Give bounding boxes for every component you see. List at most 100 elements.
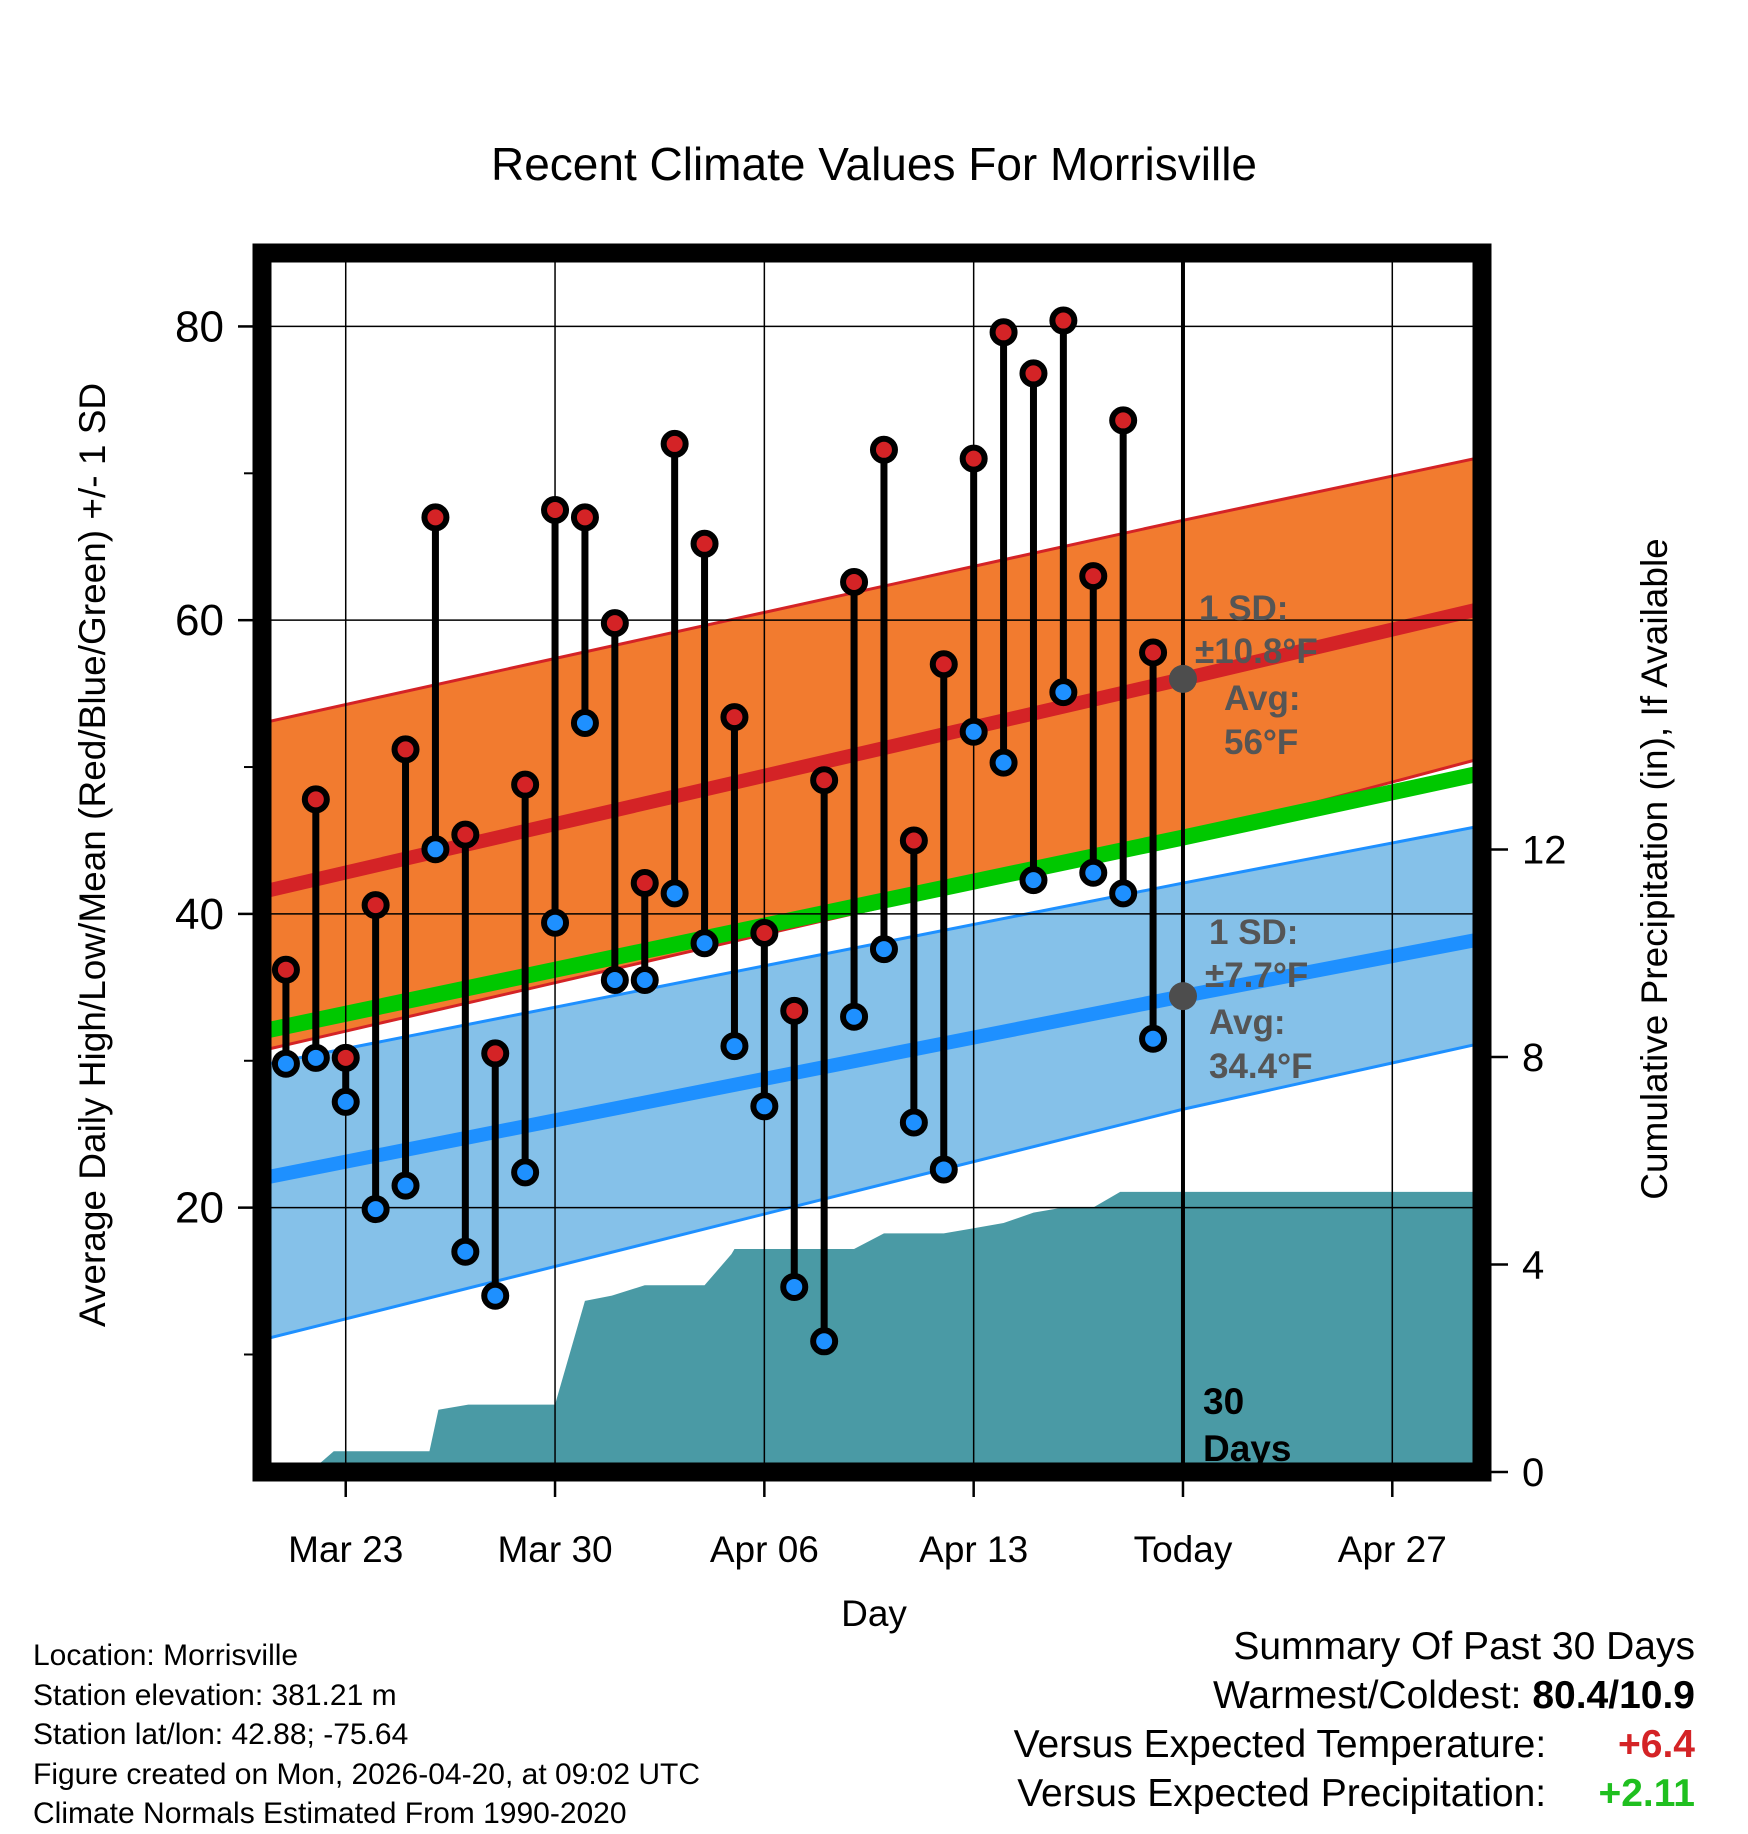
daily-high-point [690, 529, 719, 558]
daily-high-point [391, 735, 420, 764]
daily-high-point [451, 820, 480, 849]
chart-title: Recent Climate Values For Morrisville [491, 138, 1257, 190]
precipitation-departure-label: Versus Expected Precipitation: [1017, 1772, 1547, 1815]
low-sd-band [262, 825, 1482, 1340]
daily-low-point [331, 1087, 360, 1116]
daily-high-point [840, 567, 869, 596]
daily-high-point [1139, 638, 1168, 667]
window-days-word: Days [1203, 1428, 1291, 1469]
x-tick-label: Mar 23 [288, 1529, 403, 1570]
temperature-departure-label: Versus Expected Temperature: [1013, 1723, 1547, 1766]
daily-low-point [989, 748, 1018, 777]
daily-high-point [361, 891, 390, 920]
y-axis-left-label: Average Daily High/Low/Mean (Red/Blue/Gr… [72, 383, 113, 1327]
daily-low-point [780, 1272, 809, 1301]
daily-low-point [301, 1043, 330, 1072]
daily-high-point [570, 503, 599, 532]
daily-high-point [600, 609, 629, 638]
daily-low-point [750, 1092, 779, 1121]
warmest-coldest-label: Warmest/Coldest: [1213, 1674, 1522, 1717]
latlon-text: Station lat/lon: 42.88; -75.64 [33, 1718, 409, 1751]
today-low-avg-marker [1168, 982, 1197, 1011]
created-text: Figure created on Mon, 2026-04-20, at 09… [33, 1757, 701, 1791]
data-marks [271, 306, 1197, 1356]
plot-frame [252, 243, 1492, 1482]
high-annotation: 1 SD: ±10.8°F Avg: 56°F [1195, 589, 1318, 762]
daily-high-point [1019, 359, 1048, 388]
daily-high-point [750, 918, 779, 947]
daily-low-point [1139, 1024, 1168, 1053]
daily-low-point [570, 708, 599, 737]
daily-low-point [720, 1032, 749, 1061]
daily-low-point [1049, 678, 1078, 707]
daily-low-point [391, 1171, 420, 1200]
daily-low-point [929, 1155, 958, 1184]
y-right-tick-label: 4 [1522, 1244, 1544, 1288]
daily-high-point [810, 766, 839, 795]
daily-low-point [451, 1237, 480, 1266]
y-left-tick-label: 60 [175, 596, 224, 645]
warmest-coldest-row: Warmest/Coldest: 80.4/10.9 [1014, 1671, 1695, 1720]
cumulative-precipitation-area [309, 1191, 1482, 1472]
daily-low-point [600, 965, 629, 994]
low-sd-value: ±7.7°F [1205, 956, 1308, 995]
temperature-departure-row: Versus Expected Temperature: +6.4 [1014, 1720, 1695, 1769]
daily-high-point [780, 996, 809, 1025]
daily-low-point [660, 879, 689, 908]
daily-high-point [301, 785, 330, 814]
daily-high-point [331, 1043, 360, 1072]
high-sd-label: 1 SD: [1199, 589, 1288, 628]
daily-low-point [959, 717, 988, 746]
today-high-avg-marker [1168, 664, 1197, 693]
y-right-tick-label: 12 [1522, 829, 1567, 873]
daily-high-point [720, 703, 749, 732]
daily-high-point [660, 429, 689, 458]
plot-area [262, 253, 1482, 1472]
daily-low-point [630, 965, 659, 994]
daily-low-point [271, 1049, 300, 1078]
low-avg-label: Avg: [1209, 1003, 1285, 1042]
daily-high-point [1079, 562, 1108, 591]
daily-low-point [1079, 858, 1108, 887]
precipitation-departure-row: Versus Expected Precipitation: +2.11 [1014, 1769, 1695, 1818]
daily-high-point [959, 444, 988, 473]
axes: Mar 23 Mar 30 Apr 06 Apr 13 Today Apr 2780604… [175, 302, 1566, 1570]
daily-high-point [1109, 406, 1138, 435]
high-avg-label: Avg: [1224, 679, 1300, 718]
x-tick-label: Today [1134, 1529, 1233, 1570]
daily-high-point [271, 955, 300, 984]
daily-high-point [929, 650, 958, 679]
daily-high-point [541, 496, 570, 525]
daily-low-point [1109, 879, 1138, 908]
daily-low-point [421, 835, 450, 864]
daily-high-point [630, 869, 659, 898]
daily-high-point [1049, 306, 1078, 335]
summary-title: Summary Of Past 30 Days [1233, 1625, 1695, 1668]
daily-low-point [481, 1281, 510, 1310]
y-left-tick-label: 80 [175, 302, 224, 351]
location-text: Location: Morrisville [33, 1639, 299, 1672]
warmest-coldest-value: 80.4/10.9 [1532, 1674, 1695, 1717]
daily-low-point [810, 1327, 839, 1356]
normals-text: Climate Normals Estimated From 1990-2020 [33, 1797, 627, 1830]
y-right-tick-label: 8 [1522, 1036, 1544, 1080]
daily-high-point [481, 1039, 510, 1068]
high-sd-value: ±10.8°F [1195, 632, 1318, 671]
daily-low-point [840, 1002, 869, 1031]
daily-low-point [511, 1158, 540, 1187]
precipitation-departure-value: +2.11 [1598, 1772, 1695, 1815]
daily-high-point [899, 826, 928, 855]
y-left-tick-label: 40 [175, 890, 224, 939]
daily-low-point [690, 929, 719, 958]
daily-low-point [541, 908, 570, 937]
daily-low-point [1019, 866, 1048, 895]
low-sd-label: 1 SD: [1209, 913, 1298, 952]
daily-high-point [421, 503, 450, 532]
summary-panel: Summary Of Past 30 Days Warmest/Coldest:… [1014, 1622, 1695, 1818]
x-tick-label: Apr 06 [710, 1529, 819, 1570]
y-left-tick-label: 20 [175, 1184, 224, 1233]
daily-high-point [989, 318, 1018, 347]
station-info: Location: Morrisville Station elevation:… [33, 1636, 700, 1834]
x-tick-label: Apr 13 [919, 1529, 1028, 1570]
